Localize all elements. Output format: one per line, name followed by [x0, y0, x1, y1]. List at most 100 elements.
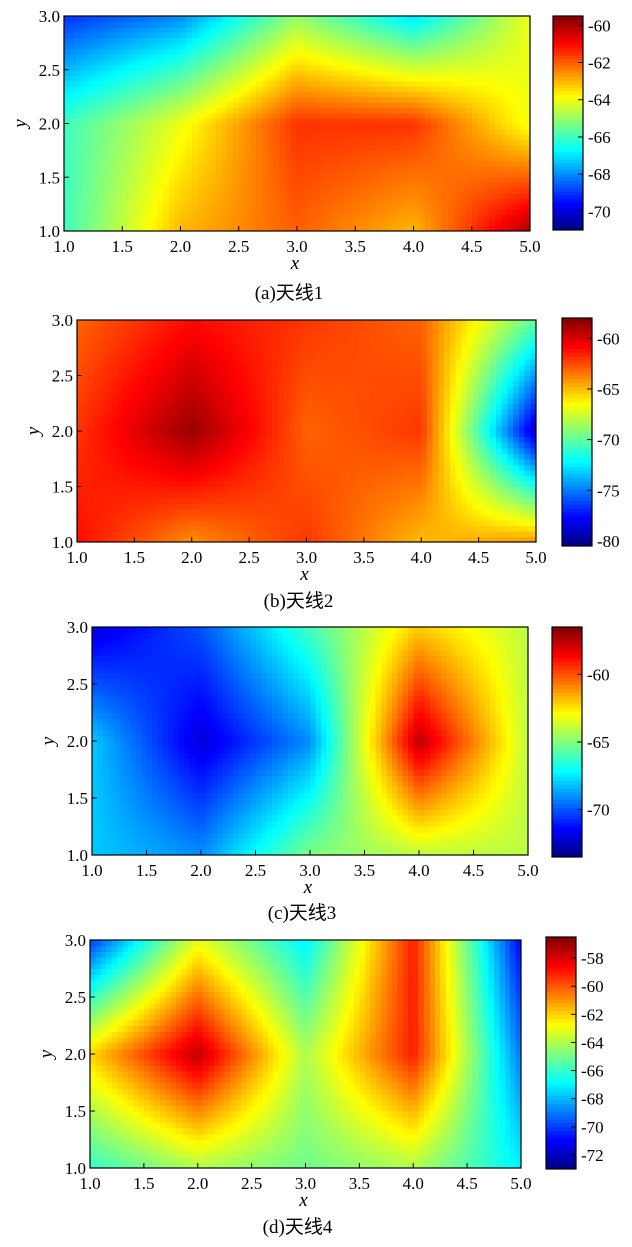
heat-cell: [266, 442, 273, 449]
heat-cell: [272, 392, 279, 399]
heat-cell: [361, 204, 368, 211]
heat-cell: [267, 26, 275, 33]
heat-cell: [203, 128, 211, 135]
heat-cell: [477, 69, 484, 76]
heat-cell: [425, 209, 432, 216]
heat-cell: [81, 21, 88, 28]
heat-cell: [87, 193, 94, 200]
heat-cell: [483, 145, 490, 151]
heat-cell: [425, 139, 432, 146]
heat-cell: [87, 182, 94, 189]
heat-cell: [297, 161, 304, 168]
heat-cell: [273, 102, 281, 108]
heat-cell: [208, 486, 216, 493]
heat-cell: [220, 442, 227, 449]
heat-cell: [134, 342, 141, 349]
heat-cell: [489, 145, 496, 151]
heat-cell: [430, 64, 438, 71]
heat-cell: [192, 91, 199, 98]
heat-cell: [302, 32, 310, 39]
heat-cell: [430, 139, 438, 146]
colorbar-swatch: [553, 140, 583, 145]
heat-cell: [465, 102, 473, 108]
heat-cell: [104, 123, 112, 130]
heat-cell: [186, 486, 193, 493]
heat-cell: [396, 134, 403, 141]
heat-cell: [413, 21, 420, 28]
heat-cell: [215, 150, 222, 157]
heat-cell: [157, 123, 164, 130]
heat-cell: [489, 80, 496, 87]
heat-cell: [337, 182, 345, 189]
heat-cell: [168, 32, 176, 39]
heat-cell: [244, 171, 251, 178]
heat-cell: [163, 204, 170, 211]
heat-cell: [99, 419, 107, 427]
heat-cell: [295, 536, 302, 543]
heat-cell: [430, 166, 438, 173]
heat-cell: [88, 442, 95, 449]
heat-cell: [98, 80, 106, 87]
heat-cell: [214, 358, 222, 365]
heat-cell: [425, 225, 432, 232]
heat-cell: [75, 26, 83, 33]
heat-cell: [277, 397, 285, 404]
heat-cell: [465, 80, 473, 87]
heat-cell: [145, 225, 152, 232]
heat-cell: [145, 369, 153, 377]
heat-cell: [168, 419, 176, 427]
heat-cell: [291, 134, 298, 141]
heat-cell: [157, 353, 164, 360]
heat-cell: [337, 171, 345, 178]
heat-cell: [277, 375, 285, 382]
heat-cell: [226, 419, 233, 427]
heat-cell: [122, 342, 130, 349]
heat-cell: [221, 128, 228, 135]
heat-cell: [454, 182, 461, 189]
heat-cell: [111, 486, 118, 493]
heat-cell: [302, 209, 310, 216]
heat-cell: [273, 59, 281, 65]
heat-cell: [104, 204, 112, 211]
heat-cell: [477, 139, 484, 146]
heat-cell: [407, 225, 415, 232]
heat-cell: [220, 392, 227, 399]
heat-cell: [302, 225, 310, 232]
heat-cell: [197, 353, 204, 360]
heat-cell: [500, 48, 508, 55]
heat-cell: [495, 204, 502, 211]
heat-cell: [215, 96, 222, 103]
heat-cell: [266, 536, 273, 543]
heat-cell: [99, 508, 107, 515]
heat-cell: [232, 155, 240, 162]
heat-cell: [256, 21, 263, 28]
heat-cell: [289, 519, 296, 526]
heat-cell: [512, 75, 519, 82]
heat-cell: [425, 145, 432, 151]
heat-cell: [460, 182, 467, 189]
heat-cell: [168, 497, 176, 504]
heat-cell: [483, 123, 490, 130]
heat-cell: [64, 85, 71, 92]
heat-cell: [214, 442, 222, 449]
heat-cell: [254, 492, 262, 499]
heat-cell: [140, 447, 147, 454]
heat-cell: [500, 214, 508, 221]
heat-cell: [401, 59, 409, 65]
heat-cell: [425, 80, 432, 87]
heat-cell: [145, 442, 153, 449]
heat-cell: [180, 42, 187, 49]
heat-cell: [157, 475, 164, 482]
heat-cell: [483, 21, 490, 28]
heat-cell: [366, 188, 374, 194]
heat-cell: [243, 519, 250, 526]
heat-cell: [331, 107, 339, 114]
heat-cell: [343, 112, 351, 119]
heat-cell: [157, 118, 164, 125]
heat-cell: [197, 425, 204, 432]
heat-cell: [87, 123, 94, 130]
heat-cell: [186, 331, 193, 338]
heat-cell: [197, 369, 204, 377]
heat-cell: [366, 161, 374, 168]
heat-cell: [192, 37, 199, 44]
